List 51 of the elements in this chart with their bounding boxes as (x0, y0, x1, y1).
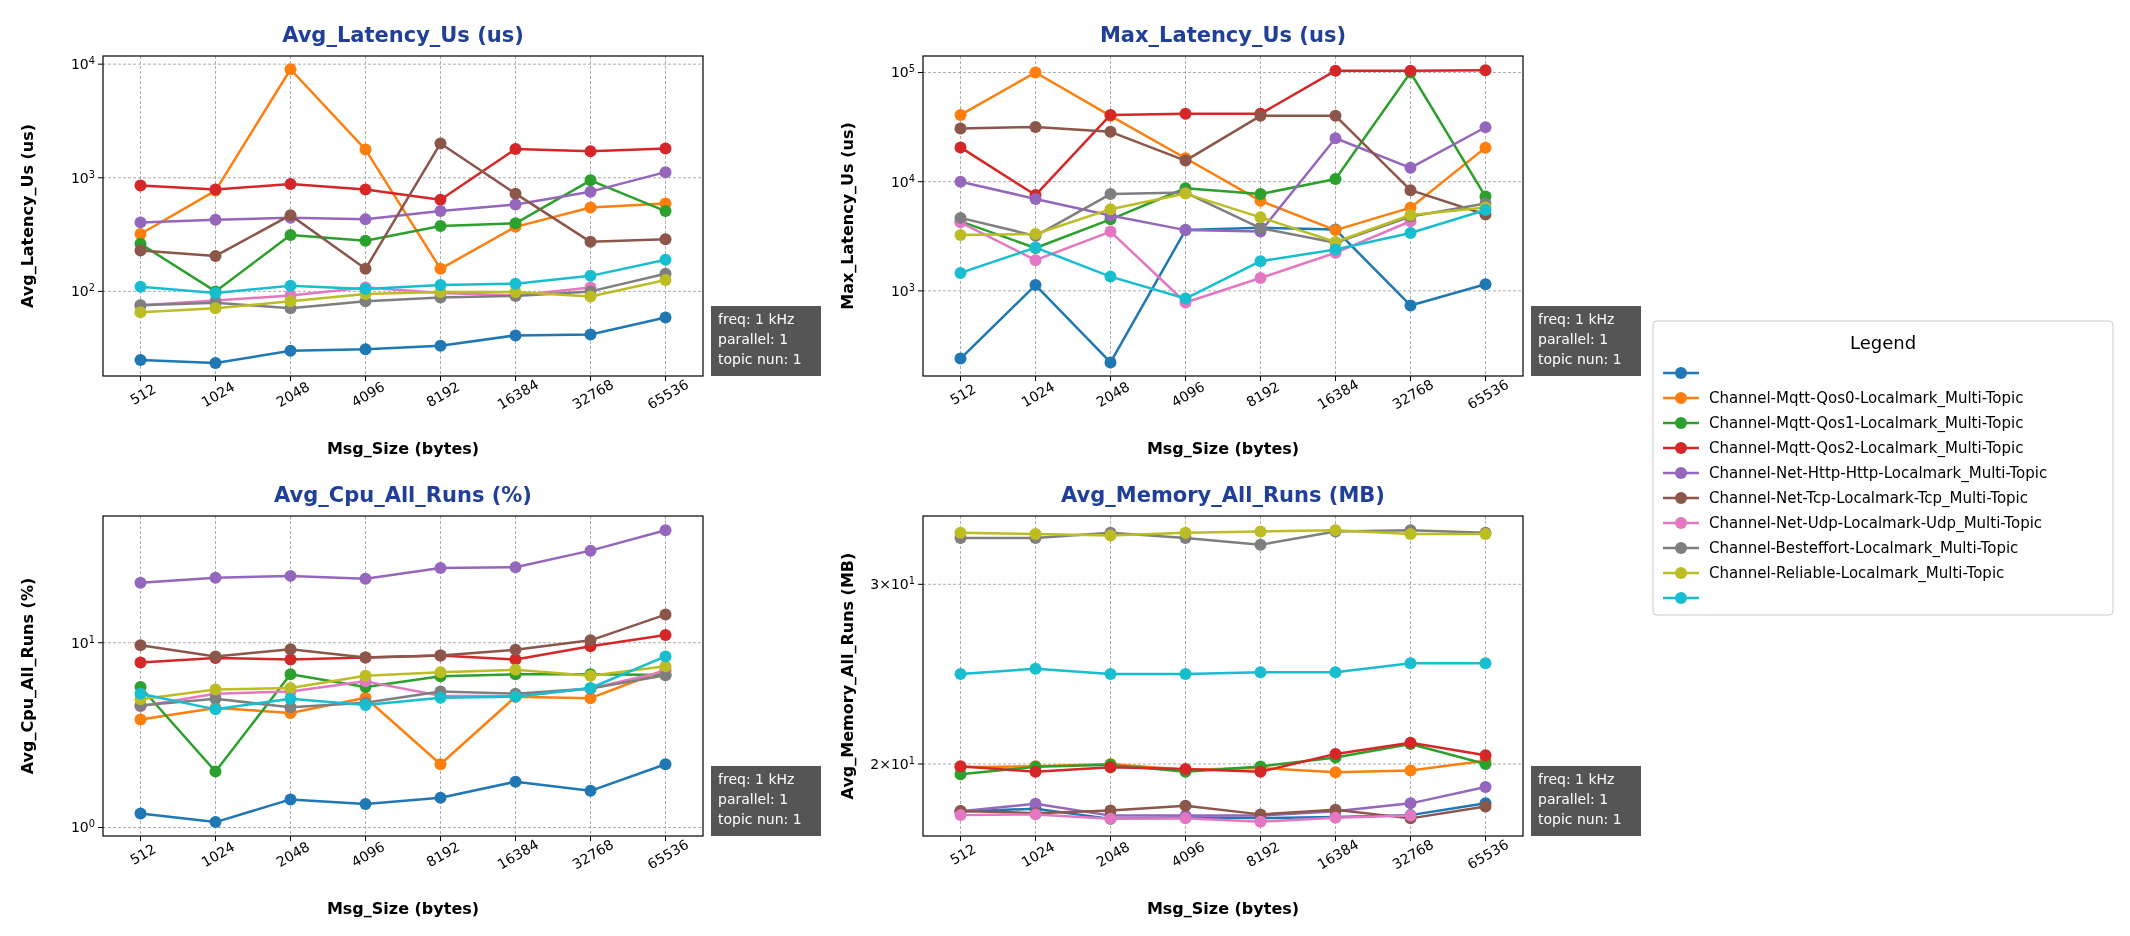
legend-label: Channel-Mqtt-Qos2-Localmark_Multi-Topic (1709, 439, 2024, 459)
legend-label: Channel-Mqtt-Qos0-Localmark_Multi-Topic (1709, 389, 2024, 409)
text: freq: 1 kHz (1538, 311, 1615, 327)
text: topic nun: 1 (1538, 811, 1622, 827)
y-axis-title: Avg_Latency_Us (us) (18, 123, 37, 309)
x-axis-title: Msg_Size (bytes) (1146, 439, 1300, 458)
legend-label: Channel-Besteffort-Localmark_Multi-Topic (1709, 539, 2019, 559)
chart-title: Avg_Cpu_All_Runs (%) (274, 483, 532, 507)
y-tick-label: 3×10$^{1}$ (870, 574, 915, 593)
x-tick-label: 4096 (1168, 378, 1208, 410)
y-tick-label: 10$^{1}$ (70, 633, 95, 651)
legend-label: Channel-Net-Udp-Localmark-Udp_Multi-Topic (1709, 514, 2043, 534)
text: parallel: 1 (718, 331, 789, 347)
text: parallel: 1 (1538, 791, 1609, 807)
y-tick-label: 10$^{2}$ (70, 281, 95, 300)
y-tick-label: 10$^{5}$ (890, 62, 915, 81)
text: topic nun: 1 (718, 811, 802, 827)
text: topic nun: 1 (718, 351, 802, 367)
chart-title: Avg_Memory_All_Runs (MB) (1061, 483, 1385, 507)
y-axis-title: Avg_Cpu_All_Runs (%) (18, 577, 37, 775)
text: freq: 1 kHz (1538, 771, 1615, 787)
x-tick-label: 512 (127, 840, 159, 868)
chart-title: Avg_Latency_Us (us) (282, 23, 524, 47)
text: parallel: 1 (1538, 331, 1609, 347)
y-axis-title: Avg_Memory_All_Runs (MB) (838, 552, 857, 800)
legend-title: Legend (1849, 332, 1917, 353)
legend-label: Channel-Net-Tcp-Localmark-Tcp_Multi-Topic (1709, 489, 2029, 509)
chart-title: Max_Latency_Us (us) (1099, 23, 1347, 47)
y-axis-title: Max_Latency_Us (us) (838, 122, 857, 310)
x-axis-title: Msg_Size (bytes) (326, 899, 480, 918)
y-tick-label: 10$^{0}$ (70, 817, 95, 836)
text: freq: 1 kHz (718, 771, 795, 787)
text: parallel: 1 (718, 791, 789, 807)
y-tick-label: 10$^{3}$ (70, 168, 95, 186)
x-tick-label: 512 (947, 380, 979, 408)
legend-label: Channel-Reliable-Localmark_Multi-Topic (1709, 564, 2005, 584)
y-tick-label: 2×10$^{1}$ (870, 754, 915, 772)
x-tick-label: 512 (127, 380, 159, 408)
y-tick-label: 10$^{4}$ (70, 54, 95, 73)
text: topic nun: 1 (1538, 351, 1622, 367)
x-axis-title: Msg_Size (bytes) (1146, 899, 1300, 918)
x-tick-label: 512 (947, 840, 979, 868)
x-tick-label: 4096 (348, 838, 388, 870)
y-tick-label: 10$^{4}$ (890, 172, 915, 190)
x-tick-label: 4096 (1168, 838, 1208, 870)
legend-label: Channel-Net-Http-Http-Localmark_Multi-Topic (1709, 464, 2048, 484)
x-tick-label: 4096 (348, 378, 388, 410)
text: freq: 1 kHz (718, 311, 795, 327)
legend-label: Channel-Mqtt-Qos1-Localmark_Multi-Topic (1709, 414, 2024, 434)
y-tick-label: 10$^{3}$ (890, 281, 915, 299)
x-axis-title: Msg_Size (bytes) (326, 439, 480, 458)
